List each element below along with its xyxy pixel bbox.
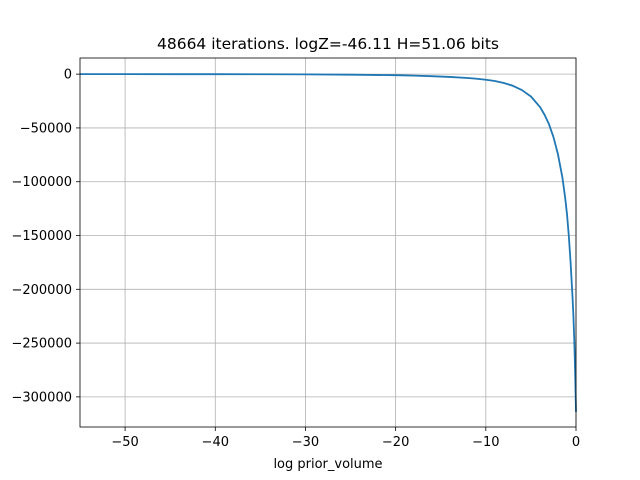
x-tick-label: −20	[382, 435, 409, 450]
y-tick-label: −300000	[11, 390, 72, 405]
y-tick-label: −100000	[11, 175, 72, 190]
chart-title: 48664 iterations. logZ=-46.11 H=51.06 bi…	[157, 35, 499, 53]
y-tick-label: −250000	[11, 337, 72, 352]
y-tick-label: −200000	[11, 283, 72, 298]
x-tick-label: −50	[111, 435, 138, 450]
y-tick-label: −50000	[20, 121, 72, 136]
x-axis: −50 −40 −30 −20 −10 0	[111, 427, 580, 450]
x-axis-label: log prior_volume	[273, 457, 382, 472]
x-tick-label: −10	[472, 435, 499, 450]
x-tick-label: 0	[572, 435, 580, 450]
y-tick-label: −150000	[11, 229, 72, 244]
x-tick-label: −30	[292, 435, 319, 450]
y-axis: 0 −50000 −100000 −150000 −200000 −250000 −3000…	[11, 68, 80, 405]
series-line-0	[80, 73, 577, 412]
x-tick-label: −40	[202, 435, 229, 450]
plot-frame	[79, 57, 577, 428]
y-tick-label: 0	[64, 68, 72, 83]
series-layer	[80, 73, 577, 412]
